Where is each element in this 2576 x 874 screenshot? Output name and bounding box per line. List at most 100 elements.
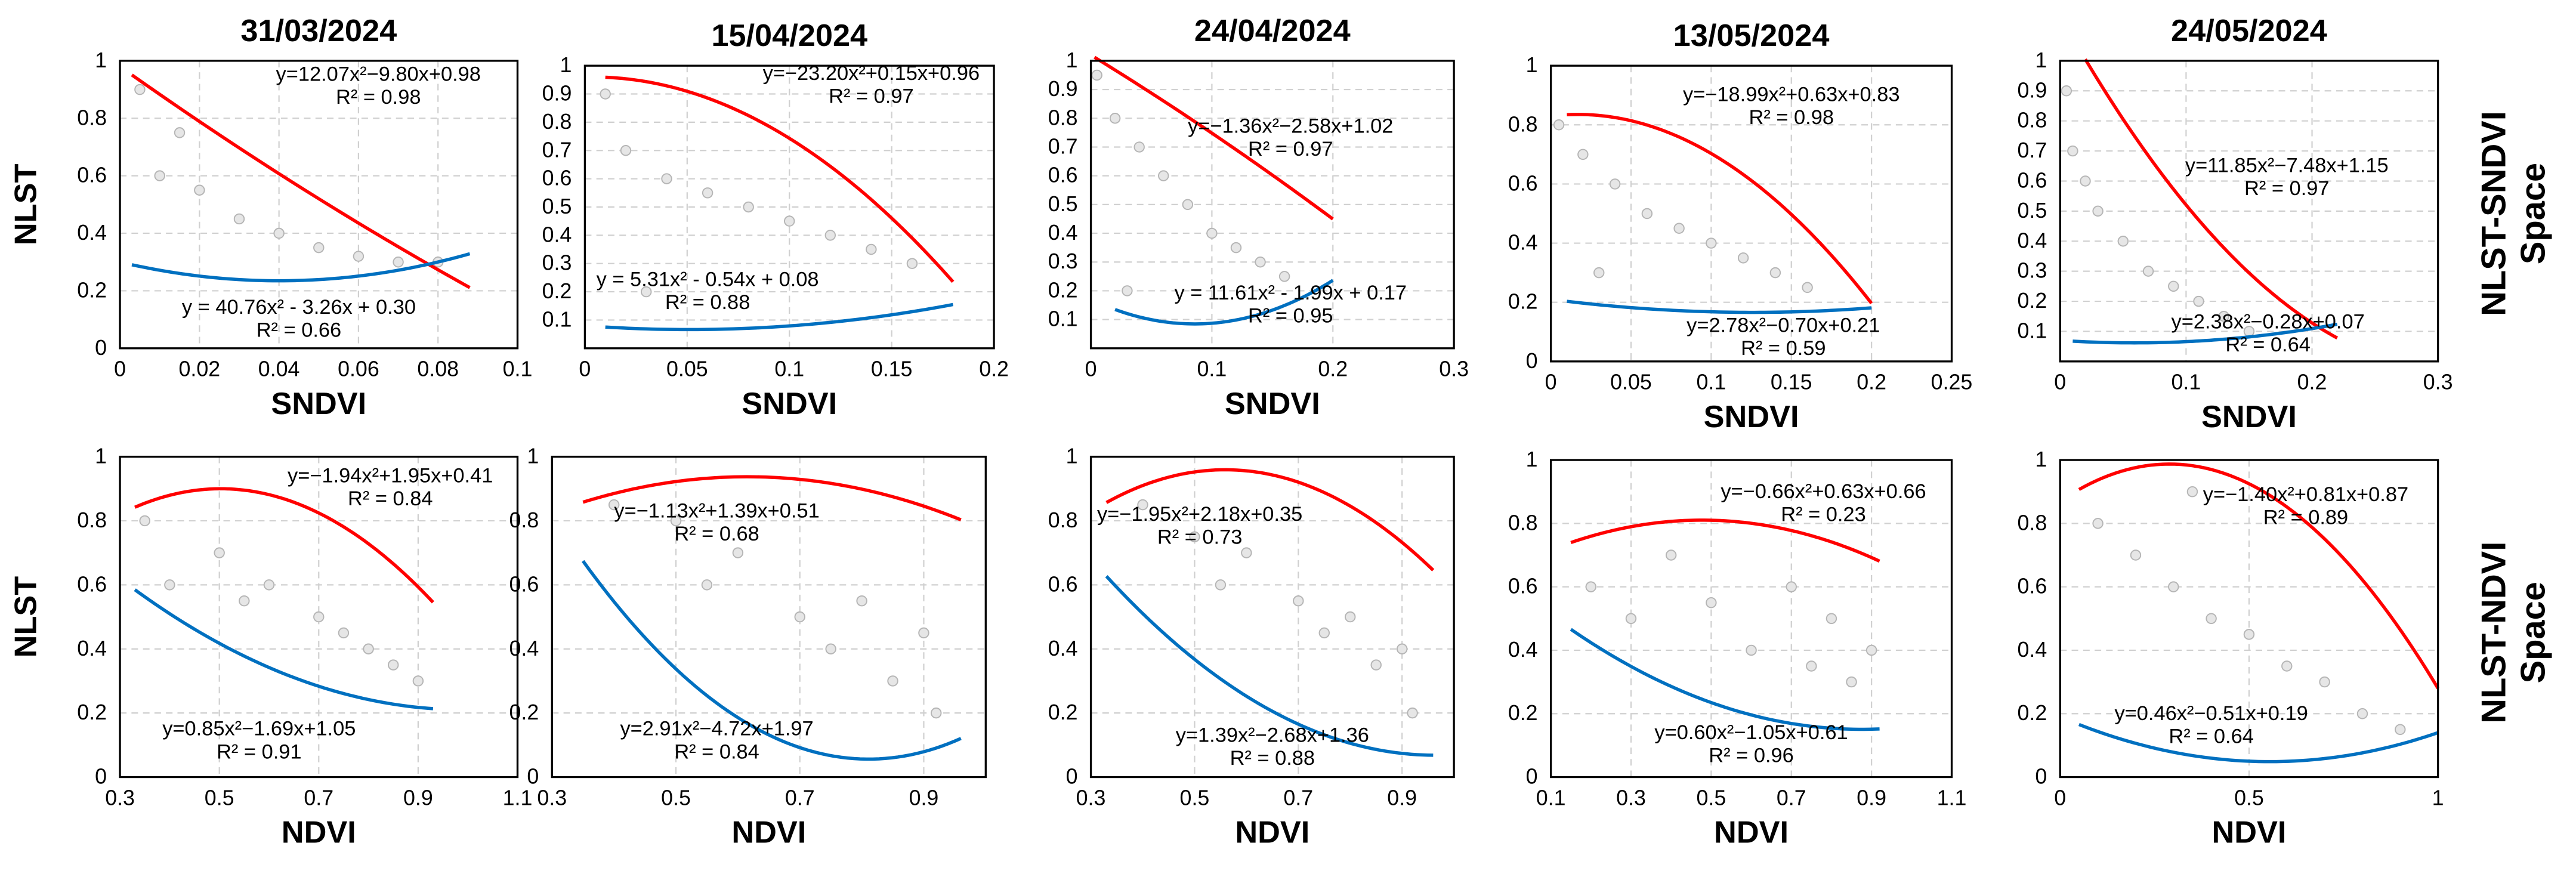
scatter-point — [2168, 581, 2179, 592]
fit-curve — [2084, 58, 2339, 339]
y-tick-label: 1 — [1526, 447, 1538, 471]
fit-r2: R² = 0.64 — [2169, 725, 2253, 748]
y-tick-label: 0 — [1066, 765, 1078, 789]
x-tick-label: 0.1 — [503, 357, 533, 381]
panel-title: 24/04/2024 — [1194, 14, 1351, 48]
scatter-point — [2193, 295, 2204, 307]
fit-equation: y=0.46x²−0.51x+0.19 — [2114, 702, 2308, 725]
y-tick-label: 0.6 — [2017, 575, 2047, 598]
scatter-point — [353, 251, 365, 262]
y-tick-label: 0.4 — [509, 637, 539, 660]
scatter-point — [1826, 613, 1837, 625]
y-tick-label: 0.2 — [77, 700, 107, 724]
fit-r2: R² = 0.96 — [1709, 744, 1793, 767]
x-tick-label: 0.5 — [1696, 786, 1726, 810]
scatter-point — [906, 258, 918, 269]
scatter-point — [670, 515, 682, 527]
fit-curve — [131, 73, 471, 289]
scatter-point — [1786, 581, 1797, 592]
fit-equation: y=0.60x²−1.05x+0.61 — [1654, 721, 1848, 744]
x-tick-label: 0.06 — [338, 357, 379, 381]
scatter-point — [1802, 282, 1813, 294]
scatter-point — [1182, 199, 1194, 211]
x-tick-label: 1 — [2432, 786, 2444, 810]
y-tick-label: 0.6 — [1508, 171, 1538, 195]
x-tick-label: 0.1 — [1197, 357, 1227, 381]
fit-equation: y=−1.36x²−2.58x+1.02 — [1188, 115, 1393, 137]
scatter-point — [2067, 145, 2078, 157]
scatter-point — [214, 547, 225, 558]
x-tick-label: 0.2 — [1857, 370, 1886, 394]
x-tick-label: 0.2 — [1318, 357, 1348, 381]
scatter-point — [2080, 175, 2091, 187]
scatter-point — [824, 230, 836, 241]
y-tick-label: 0.4 — [542, 223, 572, 246]
fit-curve — [1105, 575, 1434, 757]
fit-r2: R² = 0.88 — [1230, 747, 1315, 770]
y-tick-label: 0.4 — [1508, 231, 1538, 255]
scatter-point — [2092, 518, 2104, 529]
scatter-point — [313, 611, 325, 623]
x-tick-label: 0.9 — [909, 786, 939, 810]
y-tick-label: 0.8 — [542, 110, 572, 134]
row-label: Space — [2515, 582, 2553, 683]
fit-curve — [1094, 55, 1334, 221]
fit-curve — [134, 487, 434, 604]
panel: 0 0.05 0.1 0.15 0.2 0.25 0 0.2 0.4 0.6 0.8 1 y=−18.9… — [1508, 18, 1973, 434]
y-tick-label: 0.6 — [1508, 575, 1538, 598]
x-axis-label: NDVI — [731, 816, 806, 850]
x-tick-label: 0.05 — [666, 357, 708, 381]
scatter-point — [856, 595, 867, 607]
fit-curve — [1570, 628, 1880, 731]
x-tick-label: 0.04 — [258, 357, 300, 381]
scatter-point — [1122, 285, 1133, 297]
scatter-point — [164, 579, 175, 591]
x-axis-label: NDVI — [1235, 816, 1309, 850]
y-tick-label: 0 — [1526, 349, 1538, 373]
x-tick-label: 0.3 — [1439, 357, 1469, 381]
scatter-point — [2186, 486, 2198, 498]
x-tick-label: 0.7 — [1777, 786, 1806, 810]
x-tick-label: 0.2 — [979, 357, 1009, 381]
plot-frame — [583, 64, 995, 350]
panel: 0.3 0.5 0.7 0.9 0 0.2 0.4 0.6 0.8 1 y=−1.13x²+1.39… — [509, 444, 987, 850]
fit-r2: R² = 0.73 — [1157, 526, 1242, 548]
y-axis-label: NLST — [9, 576, 44, 658]
x-tick-label: 0.9 — [403, 786, 433, 810]
row-label: NLST-SNDVI — [2475, 111, 2513, 316]
y-tick-label: 0.8 — [1508, 511, 1538, 535]
fit-r2: R² = 0.98 — [336, 86, 421, 109]
y-tick-label: 0.4 — [1508, 638, 1538, 662]
y-tick-label: 0.9 — [1048, 77, 1078, 101]
x-tick-label: 0.25 — [1931, 370, 1973, 394]
scatter-point — [1665, 549, 1677, 561]
scatter-point — [139, 515, 150, 527]
scatter-point — [1133, 141, 1145, 153]
fit-equation: y = 40.76x² - 3.26x + 0.30 — [182, 296, 416, 319]
y-tick-label: 1 — [1526, 53, 1538, 77]
x-tick-label: 0.9 — [1857, 786, 1886, 810]
y-tick-label: 0.8 — [2017, 109, 2047, 132]
y-tick-label: 1 — [1066, 48, 1078, 72]
scatter-point — [233, 213, 245, 225]
x-tick-label: 0.1 — [774, 357, 804, 381]
plot-frame — [1549, 64, 1953, 363]
y-tick-label: 1 — [95, 444, 107, 468]
x-tick-label: 0 — [2054, 786, 2066, 810]
scatter-point — [1206, 227, 1218, 239]
y-tick-label: 0.8 — [77, 508, 107, 532]
y-tick-label: 0 — [1526, 765, 1538, 789]
plot-frame — [119, 455, 519, 779]
y-tick-label: 0.8 — [1508, 112, 1538, 136]
scatter-point — [2206, 613, 2217, 625]
x-tick-label: 0.1 — [1536, 786, 1566, 810]
scatter-point — [1593, 267, 1605, 279]
fit-r2: R² = 0.64 — [2225, 333, 2310, 356]
x-tick-label: 0.5 — [205, 786, 234, 810]
fit-equation: y=−0.66x²+0.63x+0.66 — [1721, 480, 1926, 503]
y-tick-label: 0.1 — [1048, 307, 1078, 331]
scatter-point — [2130, 549, 2142, 561]
scatter-point — [1137, 499, 1148, 511]
y-tick-label: 0.6 — [1048, 572, 1078, 596]
fit-r2: R² = 0.97 — [829, 85, 913, 107]
